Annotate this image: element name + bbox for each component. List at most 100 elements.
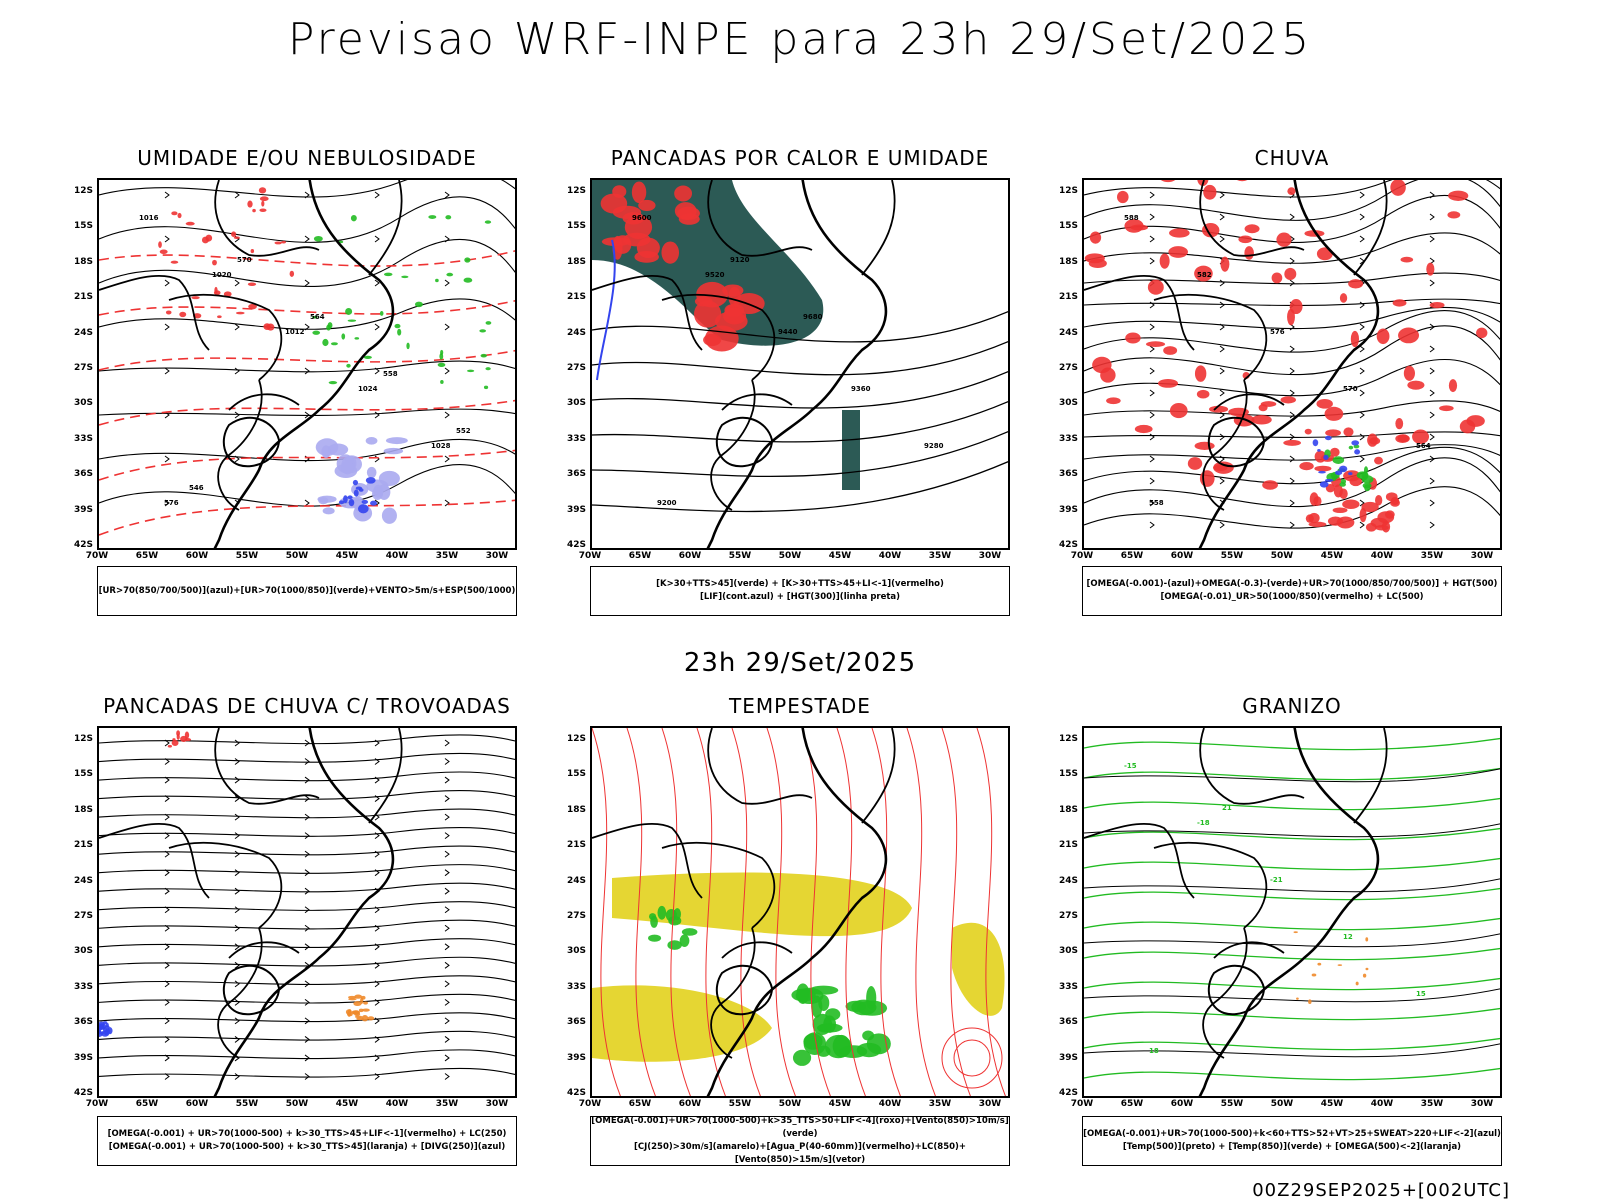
lon-tick-label: 30W [485,1099,509,1109]
lon-tick-label: 35W [435,551,459,561]
lat-tick-label: 30S [566,398,586,409]
lon-tick-label: 50W [285,1099,309,1109]
lon-tick-label: 50W [1270,1099,1294,1109]
lat-tick-label: 24S [566,875,586,886]
forecast-map: -15 -18 -21 12 15 18 21 [1082,726,1502,1098]
lon-tick-label: 60W [678,1099,702,1109]
lat-tick-label: 27S [1058,363,1078,373]
lon-tick-label: 70W [1070,551,1094,561]
lat-tick-label: 18S [566,804,586,815]
forecast-map: 1016 1020 1012 1024 1028 576 570 564 558 552 546 [97,178,517,550]
lat-tick-label: 12S [566,734,586,744]
lat-tick-label: 33S [566,981,586,992]
lat-tick-label: 15S [73,769,93,780]
lat-tick-label: 24S [1058,875,1078,886]
lat-tick-label: 30S [73,946,93,957]
legend-line: [OMEGA(-0.001)+UR>70(1000-500)+k<60+TTS>… [1083,1129,1501,1139]
lon-tick-label: 55W [1220,551,1244,561]
panel-title: PANCADAS POR CALOR E UMIDADE [610,146,990,170]
lat-tick-label: 21S [1058,292,1078,303]
lat-tick-label: 21S [566,292,586,303]
lon-tick-label: 70W [85,1099,109,1109]
lat-tick-label: 33S [1058,981,1078,992]
panel-title: UMIDADE E/OU NEBULOSIDADE [137,146,477,170]
lat-tick-label: 27S [73,363,93,373]
contour-label: 552 [456,427,471,435]
lon-tick-label: 40W [385,1099,409,1109]
contour-label: 9680 [803,313,823,321]
panel-legend: [OMEGA(-0.001)+UR>70(1000-500)+k>35_TTS>… [590,1116,1010,1166]
contour-label: 570 [1343,385,1358,393]
lat-tick-label: 36S [1058,469,1078,480]
lon-tick-label: 70W [578,551,602,561]
lon-tick-label: 30W [978,551,1002,561]
lat-tick-label: 12S [73,734,93,744]
forecast-map [97,726,517,1098]
lon-tick-label: 60W [185,551,209,561]
lat-tick-label: 15S [1058,221,1078,232]
panel-legend: [K>30+TTS>45](verde) + [K>30+TTS>45+LI<-… [590,566,1010,616]
legend-line: [UR>70(850/700/500)](azul)+[UR>70(1000/8… [98,585,516,596]
lat-tick-label: 39S [73,1052,93,1063]
lat-tick-label: 36S [566,469,586,480]
contour-label: 9520 [705,271,725,279]
lat-tick-label: 24S [566,327,586,338]
lat-tick-label: 18S [73,804,93,815]
contour-label: 570 [237,256,252,264]
legend-line: [LIF](cont.azul) + [HGT(300)](linha pret… [699,592,901,602]
lat-tick-label: 18S [566,256,586,267]
lon-tick-label: 50W [285,551,309,561]
legend-line: [CJ(250)>30m/s](amarelo)+[Agua_P(40-60mm… [633,1142,967,1165]
contour-label: 9200 [657,499,677,507]
lat-tick-label: 33S [73,981,93,992]
lat-tick-label: 33S [1058,433,1078,444]
panel-title: CHUVA [1254,146,1330,170]
lat-tick-label: 24S [73,875,93,886]
lat-tick-label: 39S [1058,1052,1078,1063]
contour-label: 9600 [632,214,652,222]
lat-tick-label: 27S [566,911,586,921]
contour-label: 576 [164,499,179,507]
panel-legend: [UR>70(850/700/500)](azul)+[UR>70(1000/8… [97,566,517,616]
lat-tick-label: 15S [566,769,586,780]
main-title: Previsao WRF-INPE para 23h 29/Set/2025 [287,14,1313,65]
lat-tick-label: 15S [1058,769,1078,780]
lat-tick-label: 18S [1058,804,1078,815]
lat-tick-label: 36S [566,1017,586,1028]
lon-tick-label: 55W [728,1099,752,1109]
lon-tick-label: 40W [1370,1099,1394,1109]
lon-tick-label: 30W [485,551,509,561]
lat-tick-label: 42S [566,1088,586,1098]
lat-tick-label: 15S [73,221,93,232]
contour-label: 558 [1149,499,1164,507]
lat-tick-label: 33S [73,433,93,444]
run-footer: 00Z29SEP2025+[002UTC] [1252,1180,1510,1201]
lat-tick-label: 21S [566,840,586,851]
contour-label: 9360 [851,385,871,393]
lon-tick-label: 45W [828,1099,852,1109]
lon-tick-label: 70W [85,551,109,561]
contour-label: 588 [1124,214,1139,222]
contour-label: 558 [383,370,398,378]
legend-line: [OMEGA(-0.001)-(azul)+OMEGA(-0.3)-(verde… [1086,579,1498,589]
contour-label: 582 [1197,271,1212,279]
lon-tick-label: 65W [135,551,159,561]
contour-label: -21 [1270,876,1283,884]
legend-line: [Temp(500)](preto) + [Temp(850)](verde) … [1122,1142,1462,1152]
panel-legend: [OMEGA(-0.001) + UR>70(1000-500) + k>30_… [97,1116,517,1166]
lon-tick-label: 65W [1120,1099,1144,1109]
lat-tick-label: 27S [566,363,586,373]
lat-tick-label: 18S [1058,256,1078,267]
lon-tick-label: 40W [385,551,409,561]
contour-label: 1016 [139,214,159,222]
panel-legend: [OMEGA(-0.001)-(azul)+OMEGA(-0.3)-(verde… [1082,566,1502,616]
lat-tick-label: 12S [566,186,586,196]
lon-tick-label: 30W [1470,551,1494,561]
contour-label: 15 [1416,990,1426,998]
contour-label: 1028 [431,442,451,450]
lat-tick-label: 12S [1058,186,1078,196]
lon-tick-label: 35W [1420,551,1444,561]
legend-line: [OMEGA(-0.001) + UR>70(1000-500) + k>30_… [107,1129,507,1139]
forecast-map: 9600 9520 9440 9360 9280 9200 9120 9680 [590,178,1010,550]
lat-tick-label: 30S [73,398,93,409]
